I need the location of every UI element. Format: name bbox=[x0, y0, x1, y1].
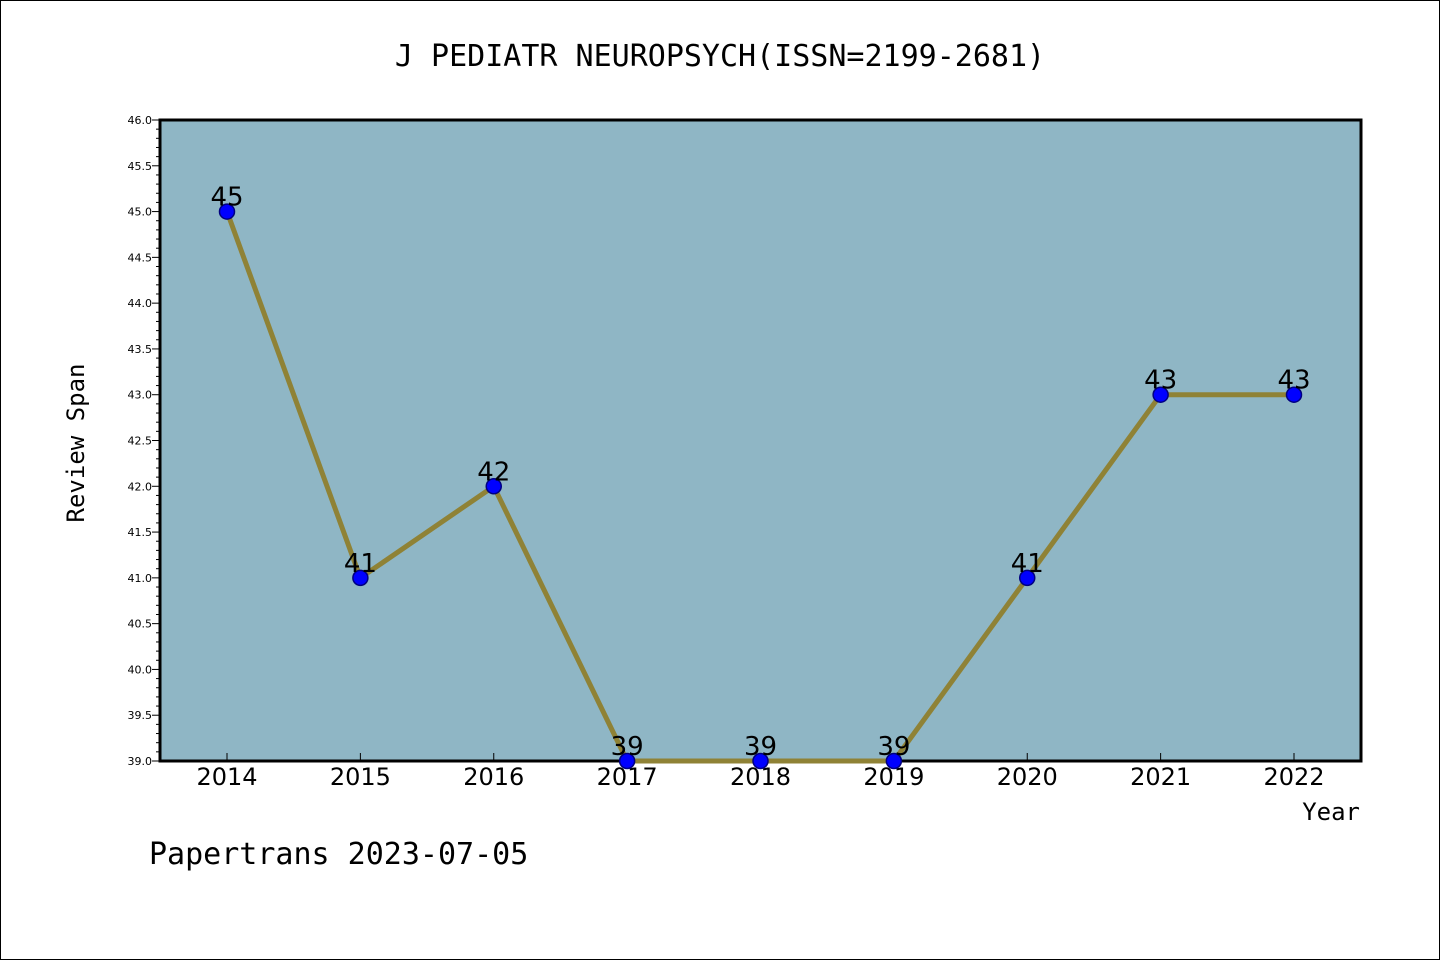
y-tick-label: 41.0 bbox=[128, 572, 153, 585]
data-point bbox=[1285, 386, 1303, 403]
y-tick-label: 44.0 bbox=[128, 297, 153, 310]
y-tick-label: 40.0 bbox=[128, 663, 153, 676]
x-tick-label: 2022 bbox=[1263, 763, 1324, 791]
y-tick-label: 42.5 bbox=[128, 435, 153, 448]
y-tick-label: 39.5 bbox=[128, 709, 153, 722]
x-tick-label: 2015 bbox=[330, 763, 391, 791]
data-label: 45 bbox=[210, 183, 243, 213]
y-tick-label: 45.5 bbox=[128, 160, 153, 173]
x-axis-label: Year bbox=[1302, 798, 1360, 826]
data-label: 41 bbox=[344, 549, 377, 579]
data-label: 41 bbox=[1011, 549, 1044, 579]
y-tick-label: 42.0 bbox=[128, 480, 153, 493]
y-tick-label: 39.0 bbox=[128, 755, 153, 768]
data-label: 39 bbox=[877, 732, 910, 762]
y-tick-label: 43.0 bbox=[128, 389, 153, 402]
x-tick-label: 2021 bbox=[1130, 763, 1191, 791]
footer-watermark: Papertrans 2023-07-05 bbox=[149, 837, 528, 872]
y-tick-label: 46.0 bbox=[128, 114, 153, 127]
y-axis-label: Review Span bbox=[62, 364, 90, 523]
y-axis: 39.0 39.5 40.0 40.5 41.0 41.5 42.0 42.5 43.0 43.5… bbox=[128, 114, 160, 768]
data-labels-group: 45 41 42 39 39 39 41 43 43 bbox=[210, 183, 1310, 762]
y-tick-label: 40.5 bbox=[128, 618, 153, 631]
data-point bbox=[485, 478, 502, 495]
data-label: 39 bbox=[611, 732, 644, 762]
y-tick-label: 45.0 bbox=[128, 206, 153, 219]
x-tick-label: 2020 bbox=[997, 763, 1058, 791]
data-point bbox=[885, 752, 903, 770]
data-label: 43 bbox=[1144, 366, 1177, 396]
x-tick-label: 2014 bbox=[196, 763, 257, 791]
data-point bbox=[352, 569, 369, 587]
y-tick-label: 41.5 bbox=[128, 526, 153, 539]
data-point bbox=[218, 203, 236, 220]
data-point bbox=[618, 752, 636, 770]
data-point bbox=[1152, 386, 1169, 403]
y-tick-label: 44.5 bbox=[128, 251, 153, 264]
data-label: 43 bbox=[1277, 366, 1310, 396]
data-label: 39 bbox=[744, 732, 777, 762]
data-label: 42 bbox=[477, 457, 510, 487]
plot-area bbox=[158, 118, 1363, 763]
x-tick-label: 2016 bbox=[463, 763, 524, 791]
data-point bbox=[1019, 569, 1036, 587]
y-tick-label: 43.5 bbox=[128, 343, 153, 356]
data-point bbox=[752, 752, 769, 770]
markers-group bbox=[218, 203, 1303, 770]
chart-title: J PEDIATR NEUROPSYCH(ISSN=2199-2681) bbox=[395, 39, 1045, 74]
